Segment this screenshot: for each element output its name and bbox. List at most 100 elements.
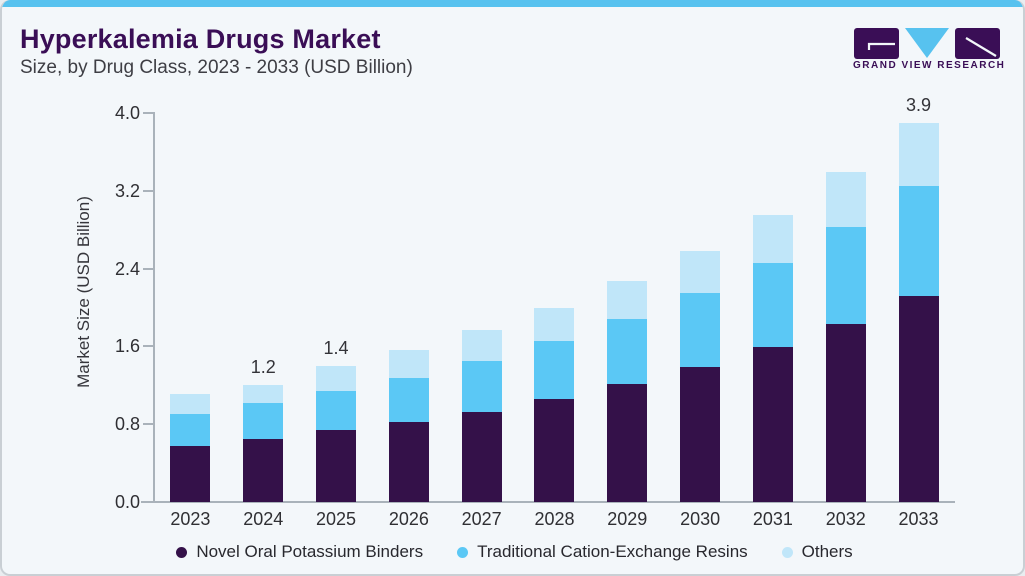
bar-segment-2025 <box>316 391 357 431</box>
bar-column-2030: 2030 <box>664 113 737 529</box>
y-tick-2.4 <box>143 267 154 270</box>
x-tick-label-2026: 2026 <box>388 509 429 529</box>
bar-segment-2027 <box>461 411 502 502</box>
x-tick-label-2023: 2023 <box>170 509 211 529</box>
x-tick-label-2029: 2029 <box>607 509 648 529</box>
x-axis-line <box>141 501 955 503</box>
bar-column-2028: 2028 <box>518 113 591 529</box>
y-tick-label-0.8: 0.8 <box>114 414 140 435</box>
bar-segment-2027 <box>461 361 502 412</box>
bar-segment-2023 <box>170 445 211 502</box>
bars-container: 2023 1.2 2024 1.4 2025 2026 2027 2028 2029 2030 20… <box>154 95 955 529</box>
x-tick-label-2030: 2030 <box>680 509 721 529</box>
bar-2028 <box>534 307 575 502</box>
bar-2033 <box>898 122 939 502</box>
bar-column-2023: 2023 <box>154 113 227 529</box>
bar-segment-2026 <box>388 422 429 502</box>
total-label-2033: 3.9 <box>906 94 932 115</box>
y-tick-label-3.2: 3.2 <box>114 180 140 201</box>
legend-label: Traditional Cation-Exchange Resins <box>477 542 748 561</box>
legend-dot-icon <box>457 546 469 558</box>
legend-item: Novel Oral Potassium Binders <box>176 542 423 562</box>
bar-2023 <box>170 394 211 502</box>
bar-segment-2028 <box>534 340 575 399</box>
bar-column-2032: 2032 <box>809 113 882 529</box>
y-tick-label-2.4: 2.4 <box>114 258 140 279</box>
bar-segment-2033 <box>898 295 939 502</box>
y-tick-label-0.0: 0.0 <box>114 492 140 512</box>
legend-item: Others <box>781 542 853 562</box>
bar-segment-2030 <box>680 251 721 293</box>
bar-segment-2033 <box>898 122 939 186</box>
bar-column-2027: 2027 <box>445 113 518 529</box>
page-subtitle: Size, by Drug Class, 2023 - 2033 (USD Bi… <box>20 57 413 78</box>
bar-segment-2029 <box>607 281 648 320</box>
bar-segment-2030 <box>680 366 721 502</box>
bar-segment-2028 <box>534 307 575 341</box>
bar-column-2033: 3.9 2033 <box>882 95 955 529</box>
bar-2031 <box>752 215 793 502</box>
bar-column-2025: 1.4 2025 <box>300 113 373 529</box>
bar-2029 <box>607 281 648 502</box>
y-axis-line <box>153 112 155 503</box>
bar-2030 <box>680 251 721 502</box>
bar-segment-2025 <box>316 430 357 502</box>
legend-label: Others <box>801 542 853 561</box>
bar-segment-2031 <box>752 262 793 348</box>
total-label-2024: 1.2 <box>250 357 276 378</box>
plot-area: 2023 1.2 2024 1.4 2025 2026 2027 2028 2029 2030 20… <box>154 95 955 529</box>
y-tick-label-4.0: 4.0 <box>114 103 140 123</box>
bar-segment-2026 <box>388 377 429 423</box>
bar-column-2031: 2031 <box>737 113 810 529</box>
bar-segment-2031 <box>752 215 793 263</box>
bar-segment-2029 <box>607 319 648 385</box>
bar-segment-2028 <box>534 398 575 502</box>
bar-segment-2023 <box>170 413 211 446</box>
x-tick-label-2027: 2027 <box>461 509 502 529</box>
bar-segment-2024 <box>243 438 284 502</box>
x-tick-label-2033: 2033 <box>898 509 939 529</box>
legend-dot-icon <box>781 546 793 558</box>
y-tick-1.6 <box>143 345 154 348</box>
bar-2025 <box>316 365 357 502</box>
gvr-logo-text: GRAND VIEW RESEARCH <box>853 60 1006 71</box>
total-label-2025: 1.4 <box>323 337 349 358</box>
legend-dot-icon <box>176 546 188 558</box>
bar-segment-2032 <box>825 172 866 227</box>
bar-column-2029: 2029 <box>591 113 664 529</box>
bar-column-2026: 2026 <box>372 113 445 529</box>
bar-segment-2032 <box>825 226 866 325</box>
x-tick-label-2028: 2028 <box>534 509 575 529</box>
bar-segment-2030 <box>680 292 721 367</box>
bar-segment-2033 <box>898 185 939 296</box>
chart-legend: Novel Oral Potassium Binders Traditional … <box>2 542 1023 562</box>
y-tick-0.8 <box>143 423 154 426</box>
x-tick-label-2032: 2032 <box>825 509 866 529</box>
bar-segment-2025 <box>316 365 357 392</box>
bar-segment-2024 <box>243 385 284 403</box>
bar-2026 <box>388 350 429 502</box>
y-axis-title: Market Size (USD Billion) <box>74 196 93 388</box>
bar-segment-2024 <box>243 402 284 439</box>
gvr-logo-icon <box>854 28 1000 59</box>
bar-segment-2031 <box>752 347 793 502</box>
legend-item: Traditional Cation-Exchange Resins <box>457 542 748 562</box>
y-tick-label-1.6: 1.6 <box>114 336 140 357</box>
bar-segment-2023 <box>170 394 211 414</box>
bar-2027 <box>461 329 502 502</box>
top-accent-bar <box>2 0 1023 7</box>
bar-segment-2026 <box>388 350 429 378</box>
x-tick-label-2031: 2031 <box>752 509 793 529</box>
bar-segment-2029 <box>607 384 648 502</box>
bar-column-2024: 1.2 2024 <box>227 113 300 529</box>
x-tick-label-2025: 2025 <box>316 509 357 529</box>
x-tick-label-2024: 2024 <box>243 509 284 529</box>
bar-2024 <box>243 385 284 502</box>
page-title: Hyperkalemia Drugs Market <box>20 24 381 54</box>
bar-2032 <box>825 172 866 502</box>
legend-label: Novel Oral Potassium Binders <box>196 542 424 561</box>
y-tick-4.0 <box>143 112 154 114</box>
bar-segment-2032 <box>825 324 866 502</box>
